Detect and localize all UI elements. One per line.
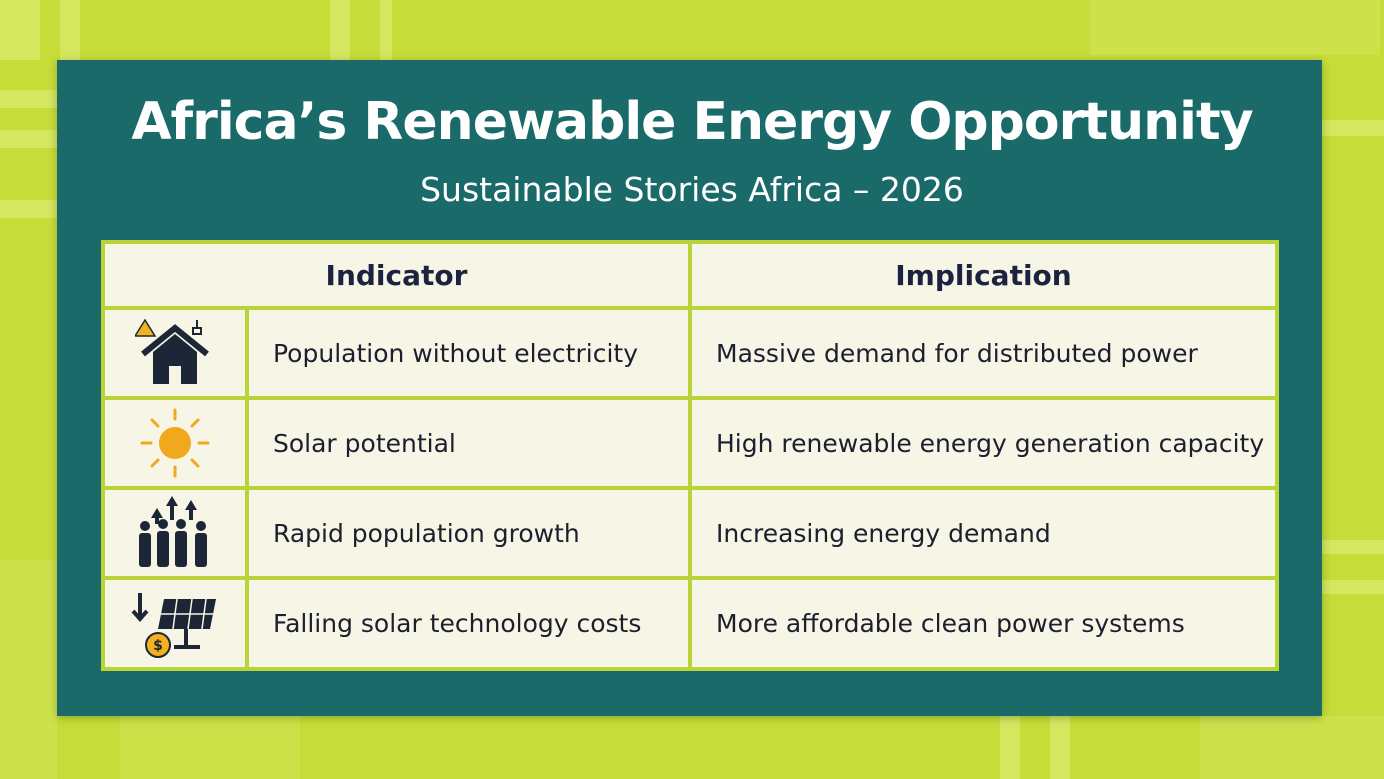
svg-text:$: $ — [153, 638, 163, 654]
column-header: Implication — [692, 244, 1275, 306]
indicator: Population without electricity — [249, 310, 688, 396]
title: Africa’s Renewable Energy Opportunity — [131, 92, 1253, 152]
icon-cell — [105, 490, 245, 576]
implication: Increasing energy demand — [692, 490, 1275, 576]
icon-cell — [105, 400, 245, 486]
icon-cell — [105, 310, 245, 396]
house-icon — [135, 318, 209, 384]
subtitle: Sustainable Stories Africa – 2026 — [420, 170, 964, 209]
solar-cost-icon: $ — [131, 592, 216, 658]
sun-icon — [140, 408, 210, 478]
implication: Massive demand for distributed power — [692, 310, 1275, 396]
indicator: Solar potential — [249, 400, 688, 486]
indicator: Falling solar technology costs — [249, 580, 688, 667]
icon-cell: $ — [105, 580, 245, 667]
implication: More affordable clean power systems — [692, 580, 1275, 667]
people-icon — [139, 496, 207, 567]
indicator: Rapid population growth — [249, 490, 688, 576]
column-header: Indicator — [105, 244, 688, 306]
implication: High renewable energy generation capacit… — [692, 400, 1275, 486]
table: Indicator Implication Population without… — [101, 240, 1279, 671]
